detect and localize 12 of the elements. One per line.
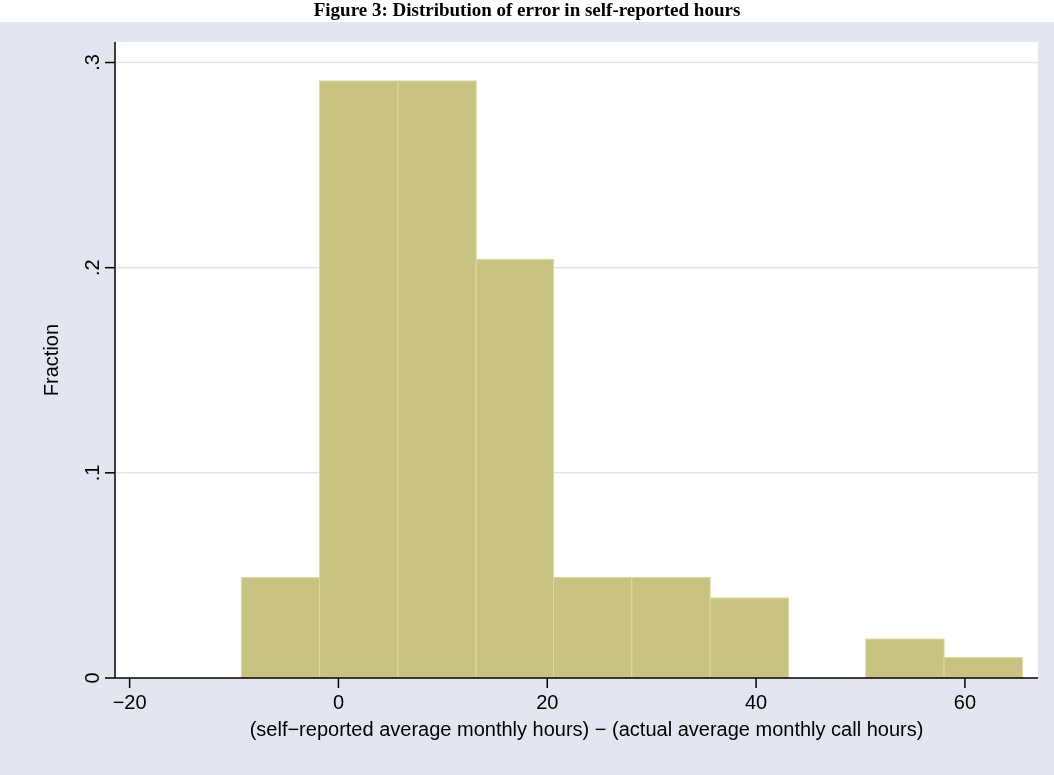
x-axis-title: (self−reported average monthly hours) − (actual average monthly call hours) <box>249 718 924 740</box>
x-tick-label: 40 <box>744 691 768 713</box>
x-tick-label: −20 <box>112 691 147 713</box>
y-axis-title: Fraction <box>40 323 62 397</box>
y-tick-label: .2 <box>81 259 103 277</box>
x-tick-label: 0 <box>332 691 344 713</box>
chart-title: Figure 3: Distribution of error in self-reported hours <box>313 0 741 20</box>
y-tick-label: .3 <box>81 54 103 71</box>
x-tick-label: 20 <box>536 691 559 713</box>
y-tick-label: 0 <box>81 672 103 684</box>
x-tick-label: 60 <box>953 691 977 713</box>
y-tick-label: .1 <box>81 464 103 482</box>
